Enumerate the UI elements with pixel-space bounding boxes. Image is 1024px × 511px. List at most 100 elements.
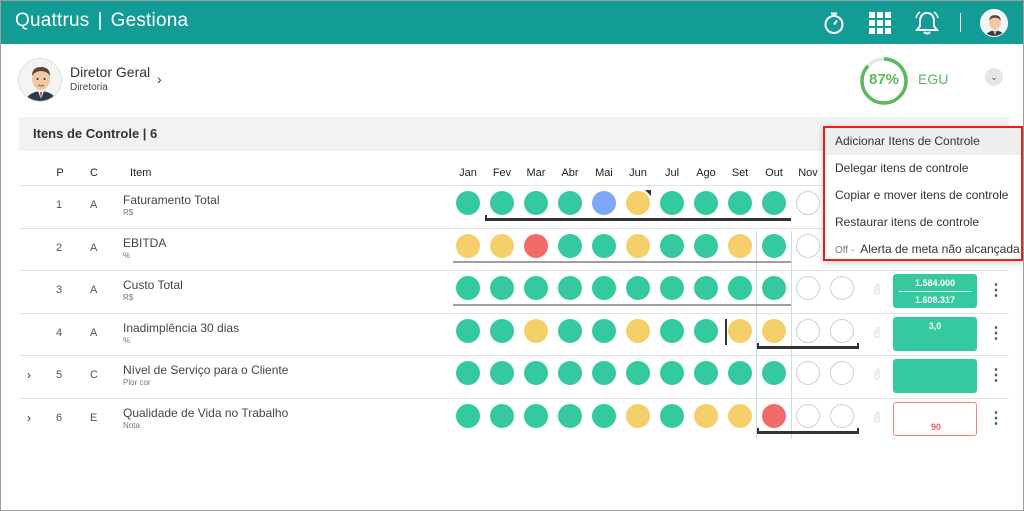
month-status-dot[interactable] [626, 319, 650, 343]
column-header-month[interactable]: Out [765, 167, 783, 179]
stopwatch-icon[interactable] [820, 9, 848, 37]
apps-grid-icon[interactable] [866, 9, 894, 37]
month-status-dot[interactable] [728, 404, 752, 428]
month-status-dot[interactable] [558, 404, 582, 428]
month-status-dot[interactable] [490, 319, 514, 343]
month-status-dot[interactable] [762, 234, 786, 258]
month-status-dot[interactable] [728, 276, 752, 300]
collapse-button[interactable]: ⌄ [985, 68, 1003, 86]
menu-item-copy-move-control-items[interactable]: Copiar e mover itens de controle [835, 188, 1009, 202]
more-options-icon[interactable]: ⋮ [988, 282, 1004, 299]
month-status-dot[interactable] [796, 191, 820, 215]
table-row[interactable]: 4 A Inadimplência 30 dias% [19, 313, 1009, 355]
column-header-month[interactable]: Nov [798, 167, 818, 179]
more-options-icon[interactable]: ⋮ [988, 367, 1004, 384]
menu-item-delegate-control-items[interactable]: Delegar itens de controle [835, 161, 969, 175]
month-status-dot[interactable] [830, 361, 854, 385]
paperclip-icon[interactable] [873, 411, 881, 423]
column-header-month[interactable]: Jan [459, 167, 477, 179]
month-status-dot[interactable] [796, 276, 820, 300]
month-status-dot[interactable] [490, 191, 514, 215]
month-status-dot[interactable] [626, 234, 650, 258]
month-status-dot[interactable] [762, 404, 786, 428]
expand-row-icon[interactable]: › [27, 368, 31, 382]
item-name[interactable]: Nível de Serviço para o Cliente [123, 363, 289, 377]
month-status-dot[interactable] [660, 319, 684, 343]
month-status-dot[interactable] [456, 234, 480, 258]
column-header-month[interactable]: Abr [561, 167, 579, 179]
month-status-dot[interactable] [694, 191, 718, 215]
item-name[interactable]: EBITDA [123, 236, 167, 250]
result-value-box[interactable] [893, 359, 977, 393]
month-status-dot[interactable] [456, 276, 480, 300]
table-row[interactable]: 1 A Faturamento Total R$ [19, 185, 1009, 227]
item-name[interactable]: Inadimplência 30 dias [123, 321, 240, 335]
column-header-month[interactable]: Mai [595, 167, 613, 179]
month-status-dot[interactable] [762, 319, 786, 343]
month-status-dot[interactable] [456, 191, 480, 215]
item-name[interactable]: Faturamento Total [123, 193, 220, 207]
menu-item-add-control-items[interactable]: Adicionar Itens de Controle [825, 128, 1021, 155]
more-options-icon[interactable]: ⋮ [988, 325, 1004, 342]
month-status-dot[interactable] [830, 319, 854, 343]
month-status-dot[interactable] [660, 276, 684, 300]
month-status-dot[interactable] [728, 319, 752, 343]
user-avatar-small[interactable] [980, 9, 1008, 37]
column-header-item[interactable]: Item [130, 167, 152, 179]
month-status-dot[interactable] [796, 361, 820, 385]
month-status-dot[interactable] [558, 276, 582, 300]
month-status-dot[interactable] [558, 191, 582, 215]
month-status-dot[interactable] [796, 319, 820, 343]
month-status-dot[interactable] [626, 361, 650, 385]
item-name[interactable]: Custo Total [123, 278, 183, 292]
column-header-month[interactable]: Fev [492, 167, 512, 179]
month-status-dot[interactable] [524, 191, 548, 215]
month-status-dot[interactable] [456, 319, 480, 343]
more-options-icon[interactable]: ⋮ [988, 410, 1004, 427]
brand-logo[interactable]: Quattrus | Gestiona [15, 10, 188, 32]
month-status-dot[interactable] [660, 191, 684, 215]
result-value-box[interactable]: 3,0 [893, 317, 977, 351]
user-name[interactable]: Diretor Geral [70, 64, 151, 80]
month-status-dot[interactable] [592, 404, 616, 428]
month-status-dot[interactable] [592, 319, 616, 343]
month-status-dot[interactable] [524, 404, 548, 428]
paperclip-icon[interactable] [873, 368, 881, 380]
month-status-dot[interactable] [456, 361, 480, 385]
month-status-dot[interactable] [660, 404, 684, 428]
table-row[interactable]: › 5 C Nível de Serviço para o Cliente Plor c… [19, 355, 1009, 397]
result-value-box[interactable]: 1.584.000 1.608.317 [893, 274, 977, 308]
month-status-dot[interactable] [694, 361, 718, 385]
column-header-month[interactable]: Jul [664, 167, 680, 179]
column-header-month[interactable]: Jun [629, 167, 647, 179]
month-status-dot[interactable] [592, 191, 616, 215]
month-status-dot[interactable] [762, 361, 786, 385]
month-status-dot[interactable] [456, 404, 480, 428]
month-status-dot[interactable] [524, 234, 548, 258]
month-status-dot[interactable] [694, 404, 718, 428]
month-status-dot[interactable] [830, 404, 854, 428]
paperclip-icon[interactable] [873, 326, 881, 338]
menu-item-goal-alert-toggle[interactable]: Off - Alerta de meta não alcançada [825, 236, 1021, 263]
month-status-dot[interactable] [558, 234, 582, 258]
table-row[interactable]: 2 A EBITDA% [19, 228, 1009, 270]
column-header-month[interactable]: Mar [526, 167, 546, 179]
month-status-dot[interactable] [796, 404, 820, 428]
month-status-dot[interactable] [762, 191, 786, 215]
month-status-dot[interactable] [524, 319, 548, 343]
month-status-dot[interactable] [796, 234, 820, 258]
month-status-dot[interactable] [626, 404, 650, 428]
month-status-dot[interactable] [558, 319, 582, 343]
month-status-dot[interactable] [490, 276, 514, 300]
month-status-dot[interactable] [626, 191, 650, 215]
month-status-dot[interactable] [728, 191, 752, 215]
expand-row-icon[interactable]: › [27, 411, 31, 425]
month-status-dot[interactable] [660, 361, 684, 385]
month-status-dot[interactable] [694, 319, 718, 343]
column-header-month[interactable]: Set [731, 167, 749, 179]
month-status-dot[interactable] [592, 361, 616, 385]
month-status-dot[interactable] [592, 234, 616, 258]
table-row[interactable]: › 6 E Qualidade de Vida no Trabalho Nota [19, 398, 1009, 440]
column-header-p[interactable]: P [56, 167, 64, 179]
menu-item-restore-control-items[interactable]: Restaurar itens de controle [835, 215, 980, 229]
